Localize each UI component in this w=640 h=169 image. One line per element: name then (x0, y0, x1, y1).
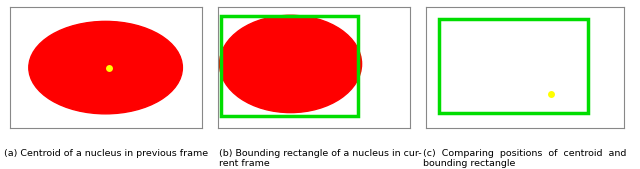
Ellipse shape (29, 21, 182, 114)
Text: (b) Bounding rectangle of a nucleus in cur-
rent frame: (b) Bounding rectangle of a nucleus in c… (219, 149, 421, 168)
Text: (a) Centroid of a nucleus in previous frame: (a) Centroid of a nucleus in previous fr… (4, 149, 207, 158)
Bar (221, 17, 358, 116)
Bar (440, 19, 588, 113)
Text: (c)  Comparing  positions  of  centroid  and
bounding rectangle: (c) Comparing positions of centroid and … (423, 149, 627, 168)
Ellipse shape (220, 15, 362, 113)
